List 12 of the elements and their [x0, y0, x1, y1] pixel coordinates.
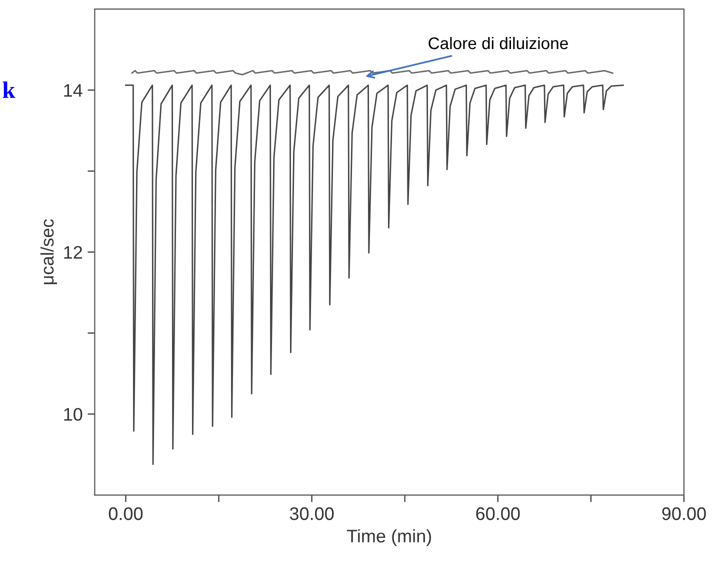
text: k: [2, 81, 16, 98]
x-tick-label: 60.00: [476, 507, 520, 520]
annotation: Calore di diluizione: [428, 36, 568, 50]
y-axis-title: μcal/sec: [40, 219, 57, 284]
y-tick-label: 10: [64, 408, 82, 421]
x-tick-label: 30.00: [290, 507, 334, 520]
x-tick-label: 0.00: [108, 507, 143, 520]
line-series: [125, 84, 624, 465]
y-tick-label: 12: [64, 246, 82, 259]
y-tick-label: 14: [64, 84, 82, 97]
x-axis-title: Time (min): [346, 529, 432, 546]
x-tick-label: 90.00: [662, 507, 706, 520]
